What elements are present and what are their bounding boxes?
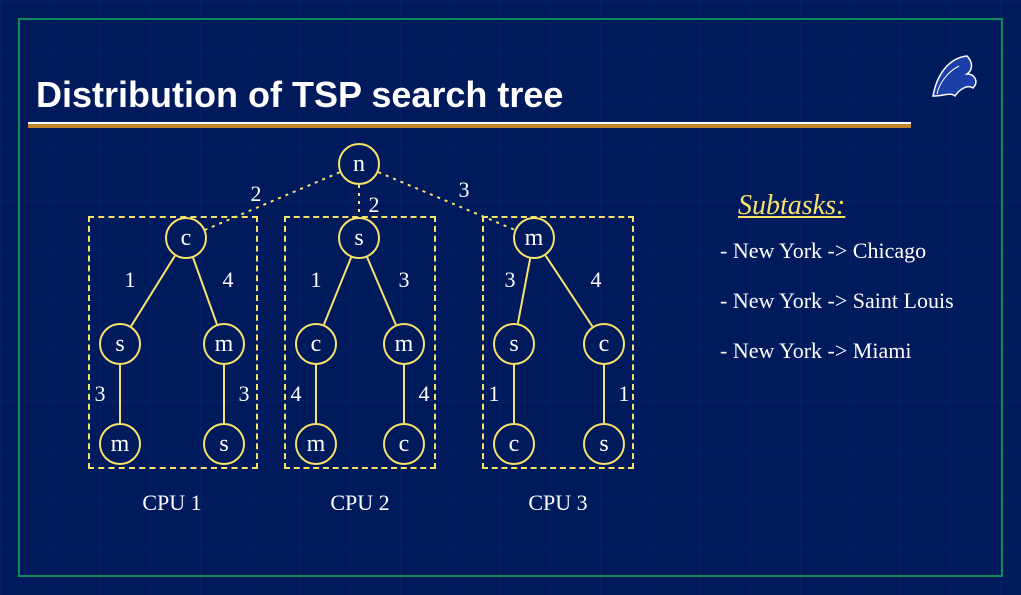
subtask-item: - New York -> Saint Louis: [720, 288, 954, 314]
subtasks-heading: Subtasks:: [738, 190, 845, 222]
subtask-item: - New York -> Chicago: [720, 238, 926, 264]
subtask-item: - New York -> Miami: [720, 338, 911, 364]
